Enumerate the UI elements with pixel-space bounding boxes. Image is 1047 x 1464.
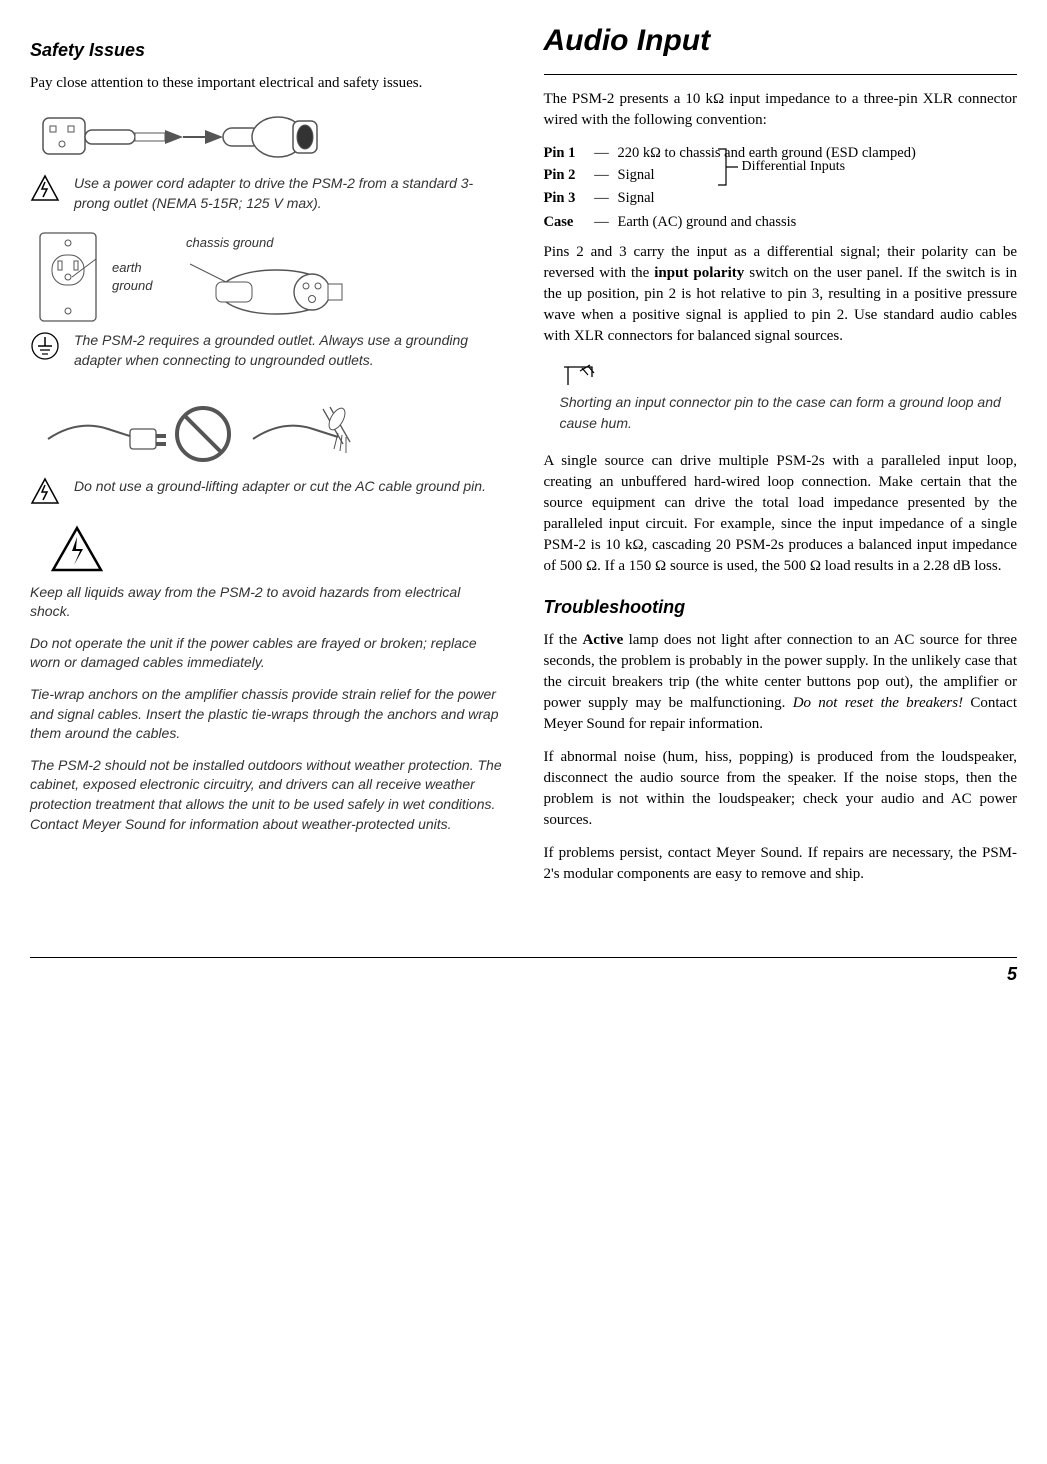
ts-p2: If abnormal noise (hum, hiss, popping) i… bbox=[544, 747, 1018, 831]
safety-intro: Pay close attention to these important e… bbox=[30, 73, 504, 94]
outlet-illustration: earth ground chassis ground bbox=[38, 231, 504, 323]
safety-p3: Tie-wrap anchors on the amplifier chassi… bbox=[30, 685, 504, 744]
audio-intro: The PSM-2 presents a 10 kΩ input impedan… bbox=[544, 89, 1018, 131]
page-number: 5 bbox=[30, 957, 1017, 987]
chassis-ground-label: chassis ground bbox=[186, 234, 346, 252]
ts-p3: If problems persist, contact Meyer Sound… bbox=[544, 843, 1018, 885]
safety-p2: Do not operate the unit if the power cab… bbox=[30, 634, 504, 673]
earth-ground-label: earth ground bbox=[112, 259, 162, 295]
safety-p4: The PSM-2 should not be installed outdoo… bbox=[30, 756, 504, 834]
safety-p1: Keep all liquids away from the PSM-2 to … bbox=[30, 583, 504, 622]
note3-text: Do not use a ground-lifting adapter or c… bbox=[74, 477, 504, 497]
pin2-label: Pin 2 bbox=[544, 165, 586, 185]
note2-text: The PSM-2 requires a grounded outlet. Al… bbox=[74, 331, 504, 370]
ts-p1: If the Active lamp does not light after … bbox=[544, 630, 1018, 735]
plug-adapter-illustration bbox=[38, 106, 504, 166]
hum-note: Shorting an input connector pin to the c… bbox=[560, 363, 1018, 435]
right-column: Audio Input The PSM-2 presents a 10 kΩ i… bbox=[544, 20, 1018, 897]
note-icon bbox=[560, 363, 600, 393]
audio-p2: A single source can drive multiple PSM-2… bbox=[544, 451, 1018, 577]
pin3-label: Pin 3 bbox=[544, 188, 586, 208]
note-row-1: Use a power cord adapter to drive the PS… bbox=[30, 174, 504, 213]
large-warning-icon bbox=[50, 525, 504, 573]
shock-warning-icon-2 bbox=[30, 477, 62, 505]
pin1-label: Pin 1 bbox=[544, 143, 586, 163]
left-column: Safety Issues Pay close attention to the… bbox=[30, 20, 504, 897]
audio-input-heading: Audio Input bbox=[544, 20, 1018, 62]
shock-warning-icon bbox=[30, 174, 62, 202]
note1-text: Use a power cord adapter to drive the PS… bbox=[74, 174, 504, 213]
safety-heading: Safety Issues bbox=[30, 38, 504, 63]
case-value: Earth (AC) ground and chassis bbox=[618, 212, 1018, 232]
pin-table: Pin 1 — 220 kΩ to chassis and earth grou… bbox=[544, 143, 1018, 232]
differential-bracket: Differential Inputs bbox=[716, 145, 876, 189]
note-row-3: Do not use a ground-lifting adapter or c… bbox=[30, 477, 504, 505]
heading-rule bbox=[544, 74, 1018, 75]
troubleshooting-heading: Troubleshooting bbox=[544, 595, 1018, 620]
note-row-2: The PSM-2 requires a grounded outlet. Al… bbox=[30, 331, 504, 370]
ground-icon bbox=[30, 331, 62, 361]
groundlift-illustration bbox=[38, 389, 504, 469]
hum-note-text: Shorting an input connector pin to the c… bbox=[560, 394, 1001, 431]
case-label: Case bbox=[544, 212, 586, 232]
pin3-value: Signal bbox=[618, 188, 1018, 208]
audio-p1: Pins 2 and 3 carry the input as a differ… bbox=[544, 242, 1018, 347]
